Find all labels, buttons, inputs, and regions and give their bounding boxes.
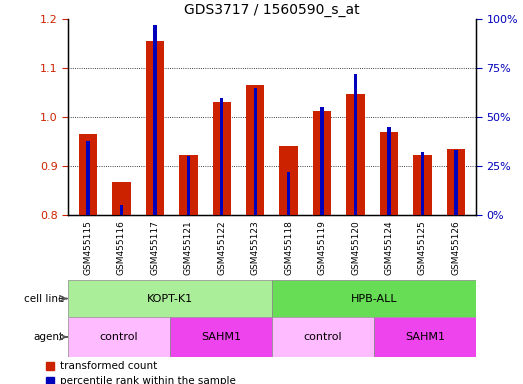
Bar [246, 85, 265, 215]
Bar [321, 108, 324, 215]
Bar [380, 132, 398, 215]
Text: SAHM1: SAHM1 [405, 332, 445, 342]
Bar [68, 280, 272, 317]
Text: control: control [304, 332, 342, 342]
Text: agent: agent [34, 332, 64, 342]
Bar [279, 147, 298, 215]
Bar [120, 205, 123, 215]
Text: HPB-ALL: HPB-ALL [350, 293, 397, 304]
Text: GSM455124: GSM455124 [384, 220, 393, 275]
Bar [272, 317, 374, 357]
Bar [272, 280, 476, 317]
Text: GSM455122: GSM455122 [217, 220, 226, 275]
Text: GSM455125: GSM455125 [418, 220, 427, 275]
Bar [447, 149, 465, 215]
Bar [374, 317, 476, 357]
Bar [220, 98, 223, 215]
Bar [413, 155, 431, 215]
Bar [68, 317, 170, 357]
Bar [153, 25, 156, 215]
Bar [454, 151, 458, 215]
Legend: transformed count, percentile rank within the sample: transformed count, percentile rank withi… [42, 357, 240, 384]
Text: GSM455118: GSM455118 [284, 220, 293, 275]
Text: GSM455123: GSM455123 [251, 220, 260, 275]
Bar [187, 156, 190, 215]
Title: GDS3717 / 1560590_s_at: GDS3717 / 1560590_s_at [184, 3, 360, 17]
Bar [170, 317, 272, 357]
Bar [421, 152, 424, 215]
Bar [79, 134, 97, 215]
Bar [86, 141, 90, 215]
Text: GSM455120: GSM455120 [351, 220, 360, 275]
Text: SAHM1: SAHM1 [201, 332, 241, 342]
Text: GSM455126: GSM455126 [451, 220, 460, 275]
Bar [388, 127, 391, 215]
Bar [146, 41, 164, 215]
Bar [313, 111, 331, 215]
Bar [213, 103, 231, 215]
Text: GSM455117: GSM455117 [151, 220, 160, 275]
Bar [112, 182, 131, 215]
Bar [287, 172, 290, 215]
Bar [254, 88, 257, 215]
Text: GSM455116: GSM455116 [117, 220, 126, 275]
Text: cell line: cell line [24, 293, 64, 304]
Bar [179, 155, 198, 215]
Bar [346, 94, 365, 215]
Text: KOPT-K1: KOPT-K1 [147, 293, 193, 304]
Text: control: control [100, 332, 138, 342]
Text: GSM455119: GSM455119 [317, 220, 327, 275]
Bar [354, 74, 357, 215]
Text: GSM455121: GSM455121 [184, 220, 193, 275]
Text: GSM455115: GSM455115 [84, 220, 93, 275]
